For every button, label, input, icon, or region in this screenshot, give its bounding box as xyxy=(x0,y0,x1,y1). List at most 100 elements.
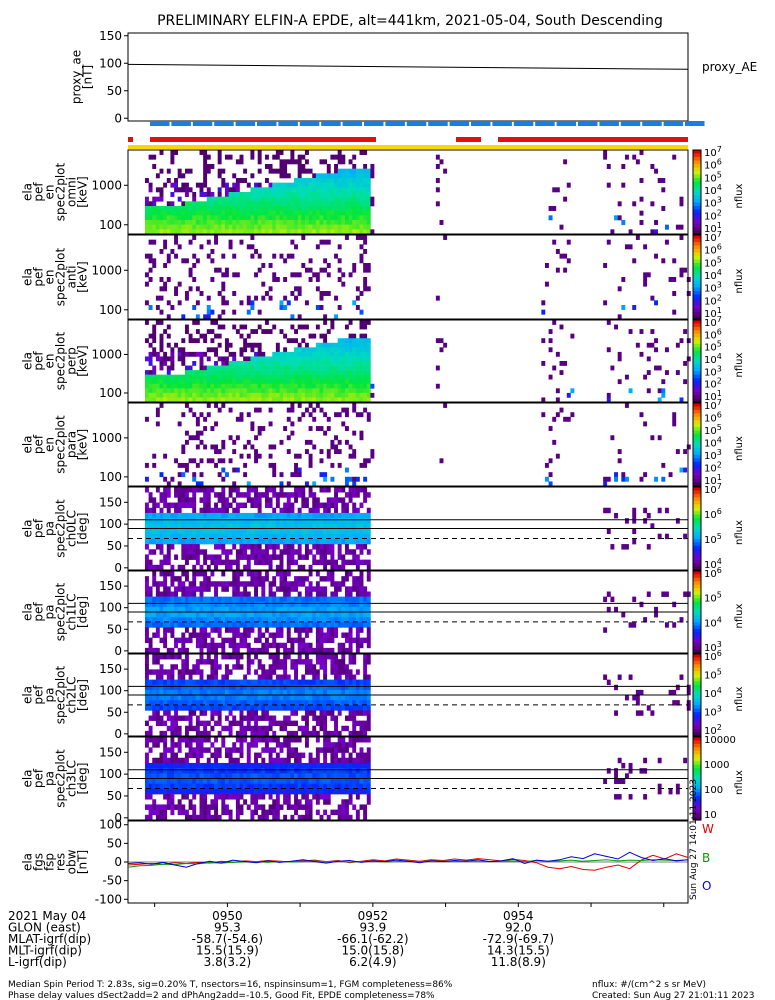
spectrogram-cell xyxy=(195,586,200,592)
spectrogram-cell xyxy=(224,187,229,193)
spectrogram-cell xyxy=(323,586,328,592)
spectrogram-cell xyxy=(275,659,280,665)
spectrogram-cell xyxy=(264,710,269,716)
spectrogram-cell xyxy=(177,528,182,534)
colorbar-segment xyxy=(693,705,701,710)
spectrogram-cell xyxy=(268,295,273,301)
spectrogram-cell xyxy=(159,187,164,193)
spectrogram-cell xyxy=(257,617,262,623)
spectrogram-cell xyxy=(210,715,215,721)
spectrogram-cell xyxy=(275,512,280,519)
spectrogram-cell xyxy=(224,379,229,385)
spectrogram-cell xyxy=(155,581,160,587)
spectrogram-cell xyxy=(144,601,149,608)
spectrogram-cell xyxy=(348,571,353,577)
spectrogram-cell xyxy=(246,453,251,459)
spectrogram-cell xyxy=(337,606,342,613)
spectrogram-cell xyxy=(214,642,218,649)
spectrogram-cell xyxy=(341,497,346,503)
spectrogram-cell xyxy=(672,689,677,696)
spectrogram-cell xyxy=(232,612,237,618)
spectrogram-cell xyxy=(290,549,295,555)
spectrogram-cell xyxy=(144,659,149,665)
spectrogram-cell xyxy=(279,523,284,529)
spectrogram-cell xyxy=(366,397,371,403)
spectrogram-cell xyxy=(366,606,371,613)
spectrogram-cell xyxy=(344,229,349,235)
spectrogram-cell xyxy=(326,559,331,566)
status-segment xyxy=(150,137,376,142)
spectrogram-cell xyxy=(275,196,280,202)
spectrogram-cell xyxy=(224,220,229,225)
spectrogram-cell xyxy=(366,528,371,534)
spectrogram-cell xyxy=(290,720,295,727)
spectrogram-cell xyxy=(334,586,338,592)
spectrogram-cell xyxy=(192,435,197,441)
spectrogram-cell xyxy=(290,192,295,197)
spectrogram-cell xyxy=(308,518,313,524)
spectrogram-cell xyxy=(184,291,189,296)
spectrogram-cell xyxy=(286,689,291,696)
spectrogram-cell xyxy=(166,314,171,320)
spectrogram-cell xyxy=(323,617,328,623)
spectrogram-cell xyxy=(152,351,157,357)
spectrogram-cell xyxy=(192,196,197,202)
spectrogram-cell xyxy=(243,383,248,389)
spectrogram-cell xyxy=(192,689,197,696)
spectrogram-cell xyxy=(297,383,302,389)
spectrogram-cell xyxy=(199,533,204,540)
spectrogram-cell xyxy=(272,538,277,545)
spectrogram-cell xyxy=(283,383,288,389)
spectrogram-cell xyxy=(344,168,349,174)
spectrogram-cell xyxy=(308,361,313,366)
spectrogram-cell xyxy=(181,674,186,680)
colorbar-segment xyxy=(693,677,701,682)
spectrogram-cell xyxy=(355,342,360,348)
spectrogram-cell xyxy=(344,338,349,344)
spectrogram-cell xyxy=(290,538,295,545)
spectrogram-cell xyxy=(308,388,313,394)
spectrogram-cell xyxy=(359,374,364,380)
spectrogram-cell xyxy=(544,263,549,268)
spectrogram-cell xyxy=(235,586,240,592)
spectrogram-cell xyxy=(144,596,149,603)
status-segment xyxy=(492,121,512,126)
spectrogram-cell xyxy=(239,689,244,696)
spectrogram-cell xyxy=(359,538,364,545)
spectrogram-cell xyxy=(210,365,215,371)
spectrogram-cell xyxy=(243,210,248,216)
spectrogram-cell xyxy=(308,689,313,696)
spectrogram-cell xyxy=(228,627,233,633)
spectrogram-cell xyxy=(344,365,349,371)
spectrogram-cell xyxy=(159,286,164,292)
spectrogram-cell xyxy=(308,601,313,608)
spectrogram-cell xyxy=(370,164,375,169)
spectrogram-cell xyxy=(261,379,266,385)
spectrogram-cell xyxy=(239,154,244,160)
spectrogram-cell xyxy=(301,215,306,221)
spectrogram-cell xyxy=(308,606,313,613)
spectrogram-cell xyxy=(330,705,335,711)
spectrogram-cell xyxy=(177,472,182,478)
spectrogram-cell xyxy=(268,559,273,566)
spectrogram-cell xyxy=(199,617,204,623)
spectrogram-cell xyxy=(330,154,335,160)
spectrogram-cell xyxy=(355,201,360,207)
spectrogram-cell xyxy=(301,606,306,613)
spectrogram-cell xyxy=(326,356,331,362)
spectrogram-cell xyxy=(250,370,255,375)
spectrogram-cell xyxy=(152,239,157,245)
spectrogram-cell xyxy=(283,210,288,216)
spectrogram-cell xyxy=(250,684,255,691)
spectrogram-cell xyxy=(308,647,313,654)
spectrogram-cell xyxy=(555,267,560,273)
spectrogram-cell xyxy=(297,507,302,514)
spectrogram-cell xyxy=(195,632,200,638)
spectrogram-cell xyxy=(304,700,309,706)
spectrogram-cell xyxy=(243,492,248,498)
spectrogram-cell xyxy=(352,596,357,603)
spectrogram-cell xyxy=(246,684,251,691)
spectrogram-cell xyxy=(363,669,368,675)
spectrogram-cell xyxy=(203,150,208,155)
spectrogram-cell xyxy=(286,601,291,608)
